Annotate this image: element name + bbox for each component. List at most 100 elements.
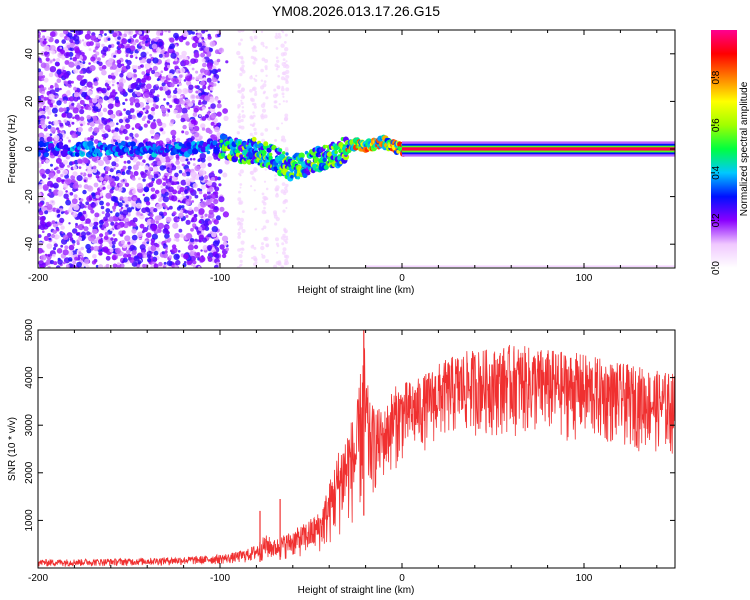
spectrogram-cell	[39, 265, 45, 268]
spectrogram-cell	[122, 244, 127, 249]
spectrogram-cell	[190, 119, 197, 125]
spectrogram-cell	[142, 36, 147, 41]
spectrogram-cell	[56, 78, 62, 83]
spectrogram-cell	[114, 186, 119, 191]
spectrogram-cell	[68, 139, 71, 143]
spectrogram-cell	[285, 207, 288, 209]
spectrogram-cell	[122, 128, 128, 135]
spectrogram-cell	[83, 179, 87, 183]
spectrogram-cell	[129, 101, 134, 106]
spectrogram-cell	[77, 102, 80, 106]
spectrogram-cell	[173, 238, 177, 242]
spectrogram-cell	[281, 92, 285, 96]
spectrogram-cell	[221, 253, 227, 259]
spectrogram-cell	[142, 193, 145, 197]
spectrogram-cell	[154, 72, 159, 78]
spectrogram-cell	[284, 148, 289, 153]
spectrogram-cell	[76, 65, 81, 70]
spectrogram-cell	[275, 192, 279, 195]
spectrogram-cell	[151, 233, 158, 240]
spectrogram-cell	[218, 47, 225, 54]
spectrogram-cell	[249, 123, 253, 127]
spectrogram-cell	[153, 119, 156, 122]
spectrogram-cell	[164, 205, 168, 209]
spectrogram-cell	[184, 104, 189, 109]
spectrogram-cell	[68, 222, 71, 225]
spectrogram-cell	[51, 99, 55, 104]
spectrogram-cell	[176, 84, 180, 87]
spectrogram-cell	[62, 184, 68, 190]
spectrogram-cell	[185, 214, 189, 218]
spectrogram-cell	[214, 186, 220, 192]
spectrogram-cell	[163, 98, 166, 101]
spectrogram-cell	[49, 260, 55, 265]
spectrogram-cell	[156, 78, 160, 82]
spectrogram-cell	[207, 162, 212, 167]
x-tick-label: -200	[28, 573, 48, 584]
spectrogram-cell	[56, 177, 62, 183]
spectrogram-cell	[90, 56, 96, 62]
spectrogram-cell	[199, 162, 207, 169]
spectrogram-cell	[197, 159, 201, 162]
spectrogram-cell	[191, 42, 198, 49]
spectrogram-cell	[101, 69, 107, 76]
spectrogram-cell	[261, 200, 265, 204]
spectrogram-cell	[161, 130, 166, 135]
spectrogram-cell	[241, 106, 245, 109]
spectrogram-cell	[193, 132, 200, 138]
spectrogram-cell	[72, 165, 77, 170]
spectrogram-cell	[198, 173, 202, 177]
spectrogram-cell	[178, 205, 182, 209]
spectrogram-cell	[60, 244, 64, 248]
spectrogram-cell	[161, 251, 165, 255]
spectrogram-cell	[217, 80, 220, 84]
spectrogram-cell	[282, 251, 286, 255]
spectrogram-cell	[166, 260, 173, 267]
spectrogram-cell	[285, 235, 289, 239]
spectrogram-cell	[191, 200, 195, 203]
spectrogram-cell	[48, 188, 52, 193]
spectrogram-cell	[181, 205, 185, 209]
spectrogram-cell	[84, 258, 90, 264]
spectrogram-cell	[104, 174, 110, 181]
spectrogram-cell	[91, 228, 98, 235]
spectrogram-cell	[214, 69, 219, 74]
spectrogram-cell	[127, 241, 131, 245]
spectrogram-cell	[124, 123, 131, 129]
spectrogram-cell	[38, 124, 42, 129]
spectrogram-cell	[169, 37, 175, 43]
spectrogram-cell	[122, 102, 126, 105]
spectrogram-cell	[199, 96, 202, 100]
spectrogram-cell	[162, 53, 165, 57]
spectrogram-cell	[173, 89, 178, 95]
spectrogram-cell	[43, 77, 49, 83]
spectrogram-cell	[193, 214, 197, 218]
spectrogram-cell	[182, 88, 189, 95]
spectrogram-cell	[118, 182, 124, 188]
spectrogram-cell	[101, 211, 105, 215]
spectrogram-cell	[134, 133, 139, 138]
spectrogram-cell	[169, 155, 174, 160]
spectrogram-cell	[198, 226, 203, 231]
spectrogram-cell	[237, 119, 242, 123]
spectrogram-cell	[402, 147, 675, 151]
spectrogram-cell	[130, 83, 137, 90]
spectrogram-cell	[99, 176, 104, 182]
spectrogram-cell	[77, 224, 85, 231]
spectrogram-cell	[237, 42, 242, 46]
spectrogram-cell	[241, 69, 246, 74]
spectrogram-cell	[241, 229, 246, 233]
spectrogram-cell	[280, 52, 285, 57]
spectrogram-cell	[260, 41, 265, 46]
spectrogram-cell	[156, 47, 162, 53]
spectrogram-cell	[169, 82, 175, 88]
spectrogram-cell	[252, 45, 257, 50]
spectrogram-cell	[75, 30, 82, 36]
spectrogram-cell	[127, 38, 132, 43]
spectrogram-cell	[140, 51, 147, 58]
spectrogram-cell	[157, 228, 162, 233]
spectrogram-cell	[55, 157, 62, 164]
spectrogram-cell	[47, 265, 51, 268]
spectrogram-cell	[118, 214, 124, 220]
spectrogram-cell	[251, 136, 257, 142]
